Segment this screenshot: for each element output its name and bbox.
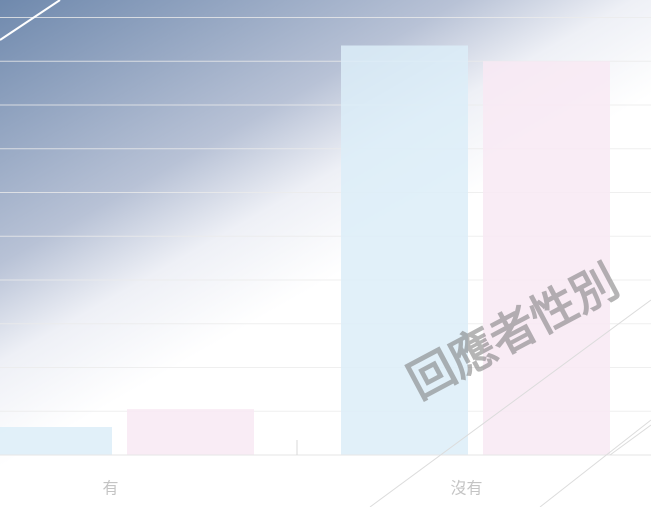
- bar: [127, 409, 254, 455]
- x-tick-label: 沒有: [450, 479, 482, 498]
- bars: [0, 45, 610, 455]
- bar: [0, 427, 112, 455]
- x-axis: 有 沒有: [102, 479, 482, 498]
- decor-curve: [0, 0, 61, 41]
- bar: [483, 61, 610, 455]
- decor-lines: [369, 299, 651, 507]
- bar: [341, 45, 468, 455]
- x-tick-label: 有: [102, 479, 118, 498]
